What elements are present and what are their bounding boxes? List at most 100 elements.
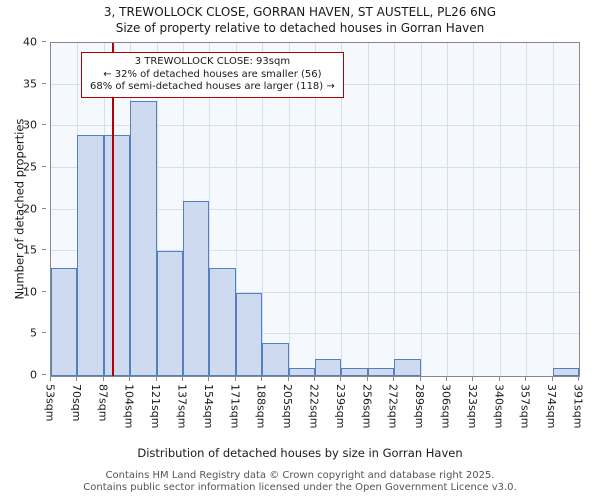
y-tick-mark <box>42 207 46 209</box>
x-tick-mark <box>446 377 447 381</box>
x-tick-mark <box>472 377 474 381</box>
y-tick-label: 5 <box>30 326 37 340</box>
x-tick-label: 104sqm <box>122 384 136 429</box>
x-tick-label: 256sqm <box>360 384 374 429</box>
x-tick-mark <box>314 377 315 381</box>
y-tick-label: 20 <box>23 202 37 215</box>
x-tick-label: 239sqm <box>333 384 347 429</box>
property-marker-line <box>112 43 114 376</box>
x-tick-label: 340sqm <box>492 384 506 429</box>
y-tick-mark <box>42 249 46 251</box>
histogram-bar <box>51 267 78 376</box>
y-tick-mark <box>42 82 46 84</box>
histogram-bar <box>341 367 368 376</box>
x-tick-label: 154sqm <box>201 384 215 429</box>
y-tick-mark <box>42 124 46 126</box>
y-axis-ticks: 0 5 10 15 20 25 30 35 40 <box>0 36 46 382</box>
x-tick-mark <box>287 377 289 381</box>
y-tick-label: 35 <box>23 77 37 91</box>
x-tick-mark <box>578 377 579 381</box>
annotation-box: 3 TREWOLLOCK CLOSE: 93sqm ← 32% of detac… <box>81 52 344 98</box>
v-gridline <box>394 43 396 376</box>
x-axis-ticks: 53sqm 70sqm 87sqm 104sqm 121sqm 137sqm 154sqm 1… <box>44 377 585 443</box>
x-tick-mark <box>419 377 421 381</box>
v-gridline <box>447 43 448 376</box>
x-tick-label: 137sqm <box>175 384 189 429</box>
x-tick-label: 374sqm <box>545 384 559 429</box>
x-tick-mark <box>340 377 342 381</box>
v-gridline <box>262 43 264 376</box>
histogram-bar <box>552 367 579 376</box>
x-tick-label: 53sqm <box>43 384 57 422</box>
x-tick-label: 391sqm <box>571 384 585 429</box>
x-tick-label: 121sqm <box>149 384 163 429</box>
x-tick-mark <box>182 377 183 381</box>
v-gridline <box>288 43 290 376</box>
v-gridline <box>315 43 316 376</box>
v-gridline <box>156 43 158 376</box>
y-tick-mark <box>42 332 46 334</box>
x-tick-mark <box>498 377 500 381</box>
histogram-bar <box>77 134 104 376</box>
x-tick-mark <box>76 377 78 381</box>
y-tick-mark <box>42 290 46 292</box>
x-tick-label: 222sqm <box>307 384 321 429</box>
x-tick-mark <box>50 377 51 381</box>
histogram-bar <box>315 359 342 376</box>
x-tick-label: 205sqm <box>281 384 295 429</box>
x-tick-label: 323sqm <box>465 384 479 429</box>
x-tick-label: 289sqm <box>413 384 427 429</box>
x-tick-mark <box>261 377 263 381</box>
y-tick-mark <box>42 165 46 167</box>
x-axis-title: Distribution of detached houses by size … <box>137 446 463 460</box>
v-gridline <box>235 43 237 376</box>
v-gridline <box>473 43 475 376</box>
y-tick-label: 15 <box>23 243 37 257</box>
y-tick-label: 40 <box>23 35 37 49</box>
x-tick-label: 306sqm <box>439 384 453 429</box>
histogram-bar <box>130 101 157 376</box>
x-tick-mark <box>129 377 131 381</box>
x-tick-mark <box>393 377 395 381</box>
v-gridline <box>499 43 501 376</box>
histogram-bar <box>288 367 315 376</box>
x-tick-mark <box>366 377 368 381</box>
v-gridline <box>526 43 528 376</box>
histogram-bar <box>209 267 236 376</box>
footer-attribution-2: Contains public sector information licen… <box>83 482 517 493</box>
plot-area: 3 TREWOLLOCK CLOSE: 93sqm ← 32% of detac… <box>50 42 580 377</box>
v-gridline <box>341 43 343 376</box>
x-tick-mark <box>234 377 236 381</box>
x-tick-mark <box>155 377 157 381</box>
histogram-bar <box>183 201 210 376</box>
histogram-bar <box>394 359 421 376</box>
x-tick-label: 188sqm <box>254 384 268 429</box>
histogram-bar <box>235 292 263 376</box>
annotation-line-2: ← 32% of detached houses are smaller (56… <box>103 68 322 80</box>
y-tick-label: 30 <box>23 118 37 132</box>
footer-attribution-1: Contains HM Land Registry data © Crown c… <box>105 470 495 481</box>
x-tick-mark <box>208 377 210 381</box>
y-tick-mark <box>42 374 46 375</box>
annotation-line-1: 3 TREWOLLOCK CLOSE: 93sqm <box>134 56 291 67</box>
v-gridline <box>552 43 554 376</box>
v-gridline <box>209 43 211 376</box>
v-gridline <box>367 43 369 376</box>
chart-title: 3, TREWOLLOCK CLOSE, GORRAN HAVEN, ST AU… <box>103 5 497 19</box>
histogram-bar <box>103 134 131 376</box>
chart-subtitle: Size of property relative to detached ho… <box>115 21 485 35</box>
x-tick-mark <box>551 377 553 381</box>
x-tick-mark <box>102 377 104 381</box>
y-tick-label: 25 <box>23 160 37 174</box>
y-tick-label: 0 <box>30 368 37 382</box>
y-tick-label: 10 <box>23 285 37 299</box>
x-tick-mark <box>525 377 527 381</box>
v-gridline <box>420 43 422 376</box>
x-tick-label: 70sqm <box>69 384 83 422</box>
annotation-line-3: 68% of semi-detached houses are larger (… <box>90 81 335 92</box>
x-tick-label: 87sqm <box>96 384 110 422</box>
y-tick-mark <box>42 41 46 42</box>
histogram-bar <box>156 251 183 376</box>
x-tick-label: 272sqm <box>386 384 400 429</box>
histogram-bar <box>367 367 395 376</box>
